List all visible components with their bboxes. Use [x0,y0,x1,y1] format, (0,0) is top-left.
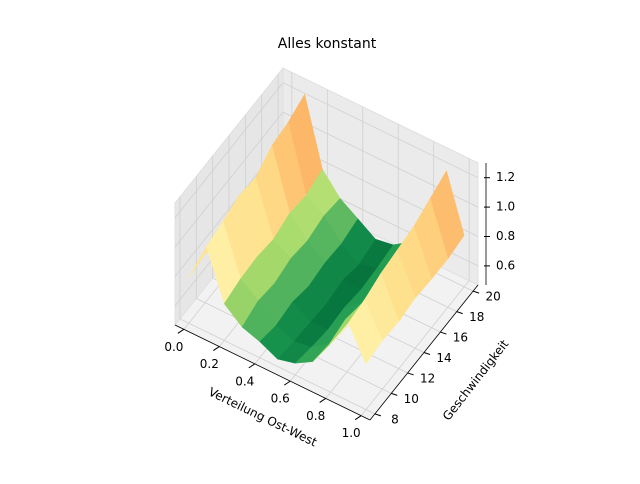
tick-mark [472,290,480,294]
tick-mark [354,415,362,421]
y-tick-label: 14 [436,351,451,365]
z-tick-label: 0.8 [496,229,515,243]
grid-line [174,111,284,248]
tick-mark [391,392,398,396]
x-tick-label: 0.8 [306,409,325,423]
x-tick-label: 0.2 [200,357,219,371]
y-tick-label: 10 [404,392,419,406]
z-tick-label: 1.0 [496,200,515,214]
x-tick-label: 0.6 [271,392,290,406]
tick-mark [213,346,220,352]
x-tick-label: 0.0 [164,340,183,354]
grid-line [179,318,376,415]
y-axis-label: Geschwindigkeit [440,337,512,423]
y-tick-label: 18 [469,310,484,324]
y-tick-label: 20 [485,290,500,304]
surface-face [348,299,383,365]
y-axis-line [369,284,479,421]
tick-mark [374,413,382,417]
tick-mark [440,331,447,335]
grid-line [174,82,284,218]
tick-mark [177,328,185,334]
grid-line [282,82,479,179]
x-tick-label: 0.4 [235,374,254,388]
y-tick-label: 16 [453,331,468,345]
y-tick-label: 12 [420,371,435,385]
x-tick-label: 1.0 [342,426,361,440]
x-axis-line [174,324,371,421]
tick-mark [283,380,291,386]
y-tick-label: 8 [391,412,399,426]
tick-mark [456,311,463,315]
tick-mark [248,363,256,369]
tick-mark [319,397,326,403]
tick-mark [423,352,431,355]
chart-title: Alles konstant [278,36,377,52]
tick-mark [407,372,414,376]
z-tick-label: 0.6 [496,258,515,272]
z-tick-label: 1.2 [496,170,515,184]
x-axis-label: Verteilung Ost-West [206,385,319,450]
